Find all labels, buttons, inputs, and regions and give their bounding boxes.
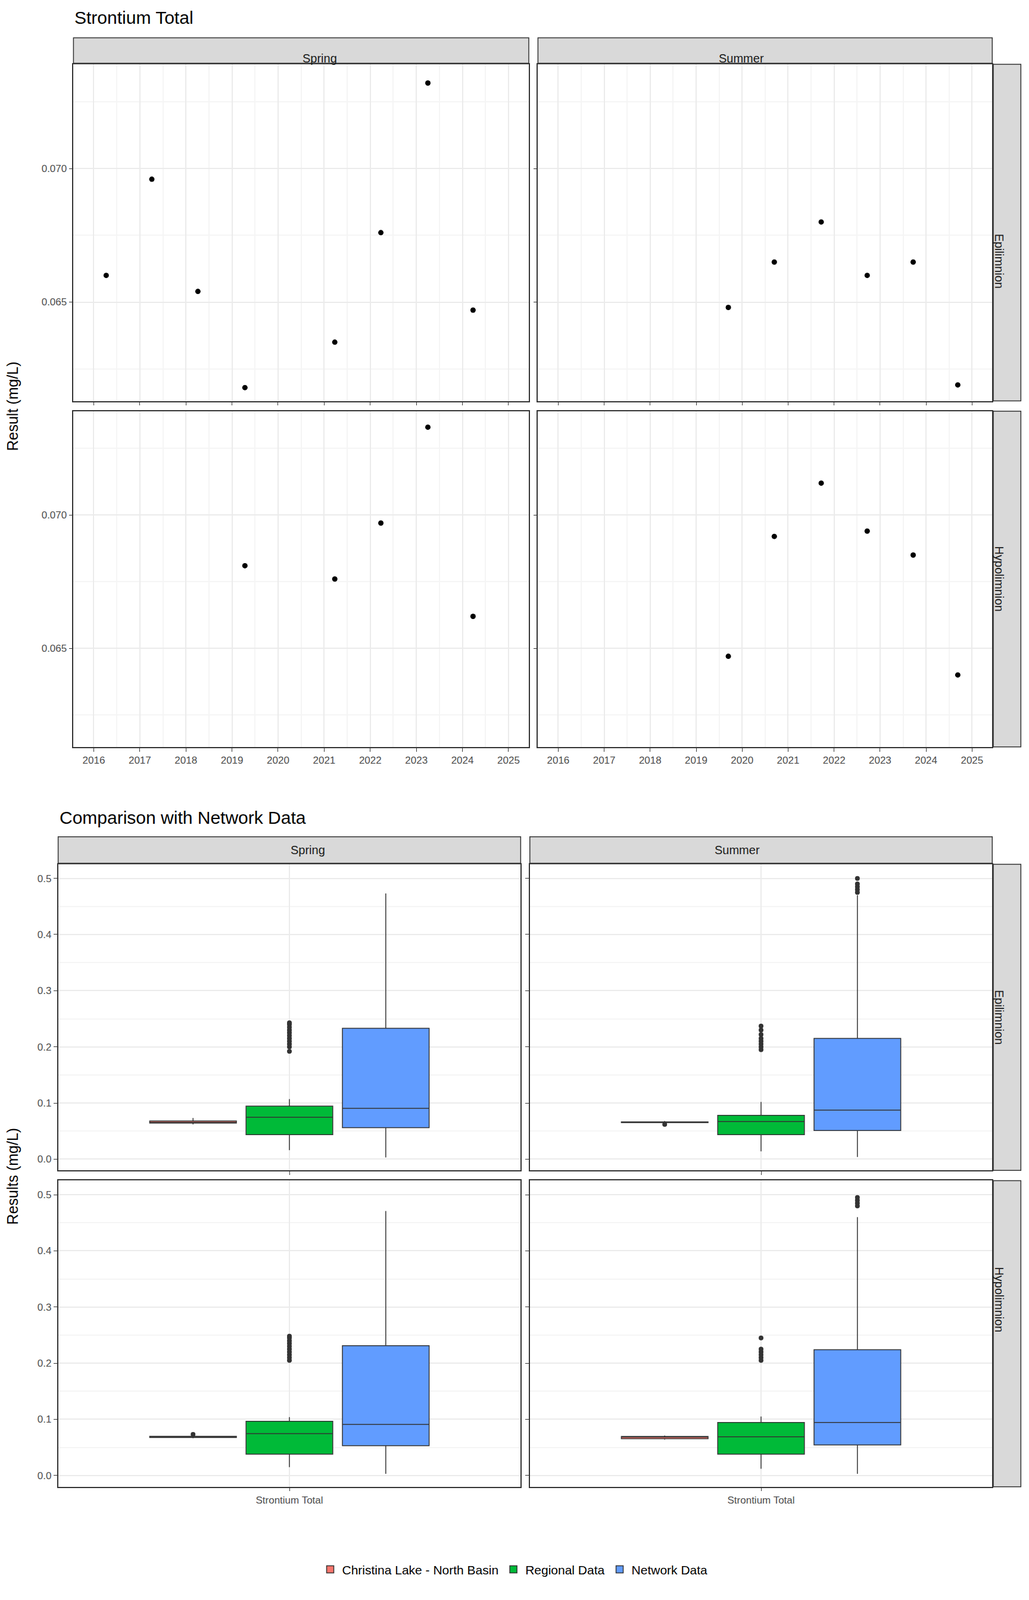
svg-text:Spring: Spring	[290, 843, 326, 857]
svg-text:2018: 2018	[174, 755, 198, 767]
svg-text:2024: 2024	[914, 755, 938, 767]
svg-text:Strontium Total: Strontium Total	[74, 7, 194, 28]
svg-text:0.5: 0.5	[37, 873, 52, 885]
svg-text:Strontium Total: Strontium Total	[255, 1495, 323, 1507]
svg-text:0.5: 0.5	[37, 1189, 52, 1202]
svg-text:0.070: 0.070	[41, 509, 68, 522]
svg-text:0.070: 0.070	[41, 163, 68, 175]
svg-text:2016: 2016	[546, 755, 570, 767]
svg-text:0.2: 0.2	[37, 1042, 52, 1054]
svg-text:Epilimnion: Epilimnion	[992, 990, 1006, 1046]
svg-text:2025: 2025	[497, 755, 520, 767]
svg-text:0.3: 0.3	[37, 985, 52, 997]
svg-text:Network Data: Network Data	[631, 1563, 709, 1578]
svg-text:0.065: 0.065	[41, 296, 68, 308]
svg-text:2017: 2017	[593, 755, 616, 767]
svg-text:Summer: Summer	[714, 843, 760, 857]
svg-text:2022: 2022	[359, 755, 382, 767]
svg-text:Epilimnion: Epilimnion	[992, 234, 1006, 289]
svg-text:Summer: Summer	[718, 51, 765, 65]
svg-text:2016: 2016	[82, 755, 106, 767]
svg-text:Hypolimnion: Hypolimnion	[992, 546, 1006, 613]
svg-text:0.0: 0.0	[37, 1470, 52, 1483]
svg-text:0.1: 0.1	[37, 1414, 52, 1426]
svg-text:0.4: 0.4	[37, 929, 52, 941]
svg-text:Hypolimnion: Hypolimnion	[992, 1267, 1006, 1333]
svg-text:Strontium Total: Strontium Total	[727, 1495, 795, 1507]
svg-text:Spring: Spring	[302, 51, 338, 65]
svg-text:Result (mg/L): Result (mg/L)	[4, 361, 21, 451]
svg-text:2017: 2017	[128, 755, 152, 767]
svg-text:2020: 2020	[730, 755, 754, 767]
svg-text:2019: 2019	[684, 755, 708, 767]
svg-text:2019: 2019	[220, 755, 244, 767]
svg-text:2022: 2022	[822, 755, 846, 767]
svg-text:2025: 2025	[960, 755, 984, 767]
svg-text:2021: 2021	[777, 755, 800, 767]
svg-text:Christina Lake - North Basin: Christina Lake - North Basin	[342, 1563, 500, 1578]
svg-text:0.2: 0.2	[37, 1358, 52, 1370]
svg-text:Results (mg/L): Results (mg/L)	[4, 1128, 21, 1226]
svg-text:2024: 2024	[451, 755, 475, 767]
svg-text:2023: 2023	[868, 755, 892, 767]
svg-text:0.4: 0.4	[37, 1245, 52, 1258]
svg-text:2018: 2018	[638, 755, 662, 767]
svg-text:Comparison with Network Data: Comparison with Network Data	[59, 808, 307, 828]
svg-text:0.3: 0.3	[37, 1302, 52, 1314]
svg-text:2023: 2023	[404, 755, 428, 767]
svg-text:0.065: 0.065	[41, 643, 68, 655]
svg-text:0.1: 0.1	[37, 1098, 52, 1110]
svg-text:0.0: 0.0	[37, 1154, 52, 1166]
svg-text:2021: 2021	[312, 755, 336, 767]
svg-text:2020: 2020	[266, 755, 290, 767]
svg-text:Regional Data: Regional Data	[525, 1563, 605, 1578]
